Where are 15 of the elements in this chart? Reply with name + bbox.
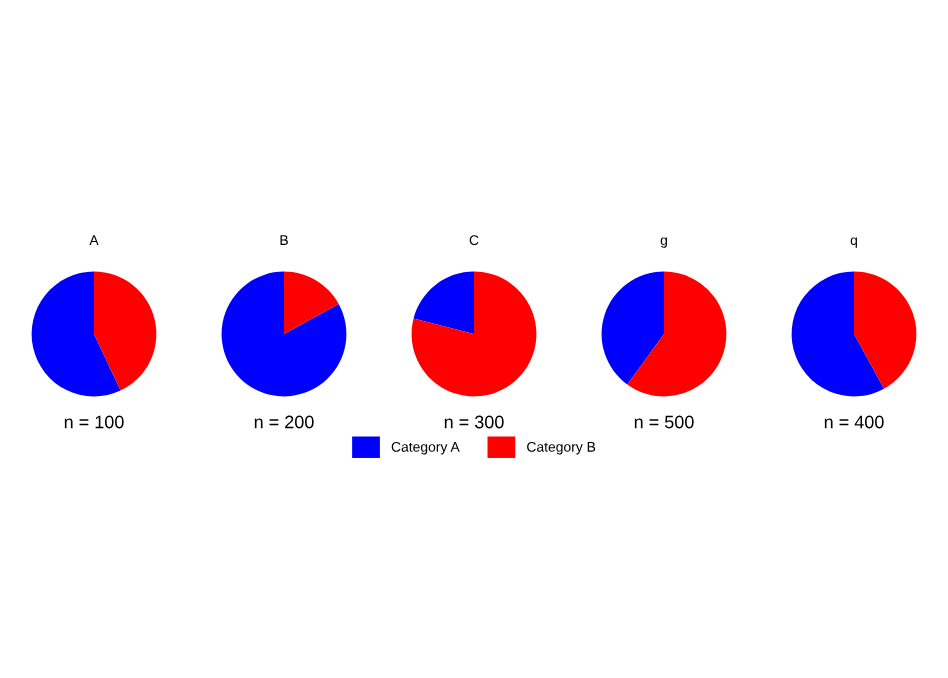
text: n = 400 — [824, 415, 884, 429]
pie-slice — [791, 271, 885, 397]
text: n = 200 — [254, 415, 314, 429]
pie-slice — [284, 271, 339, 334]
pie-slice — [221, 271, 347, 397]
pie-slice — [627, 271, 727, 397]
text: n = 500 — [634, 415, 694, 429]
pie-slice — [854, 271, 917, 389]
pie-slice — [94, 271, 157, 391]
pie-slice — [601, 271, 664, 385]
pie-slice — [411, 271, 537, 397]
text: n = 300 — [444, 415, 504, 429]
text: n = 100 — [64, 415, 124, 429]
pie-slice — [413, 271, 474, 334]
pie-slice — [31, 271, 121, 397]
